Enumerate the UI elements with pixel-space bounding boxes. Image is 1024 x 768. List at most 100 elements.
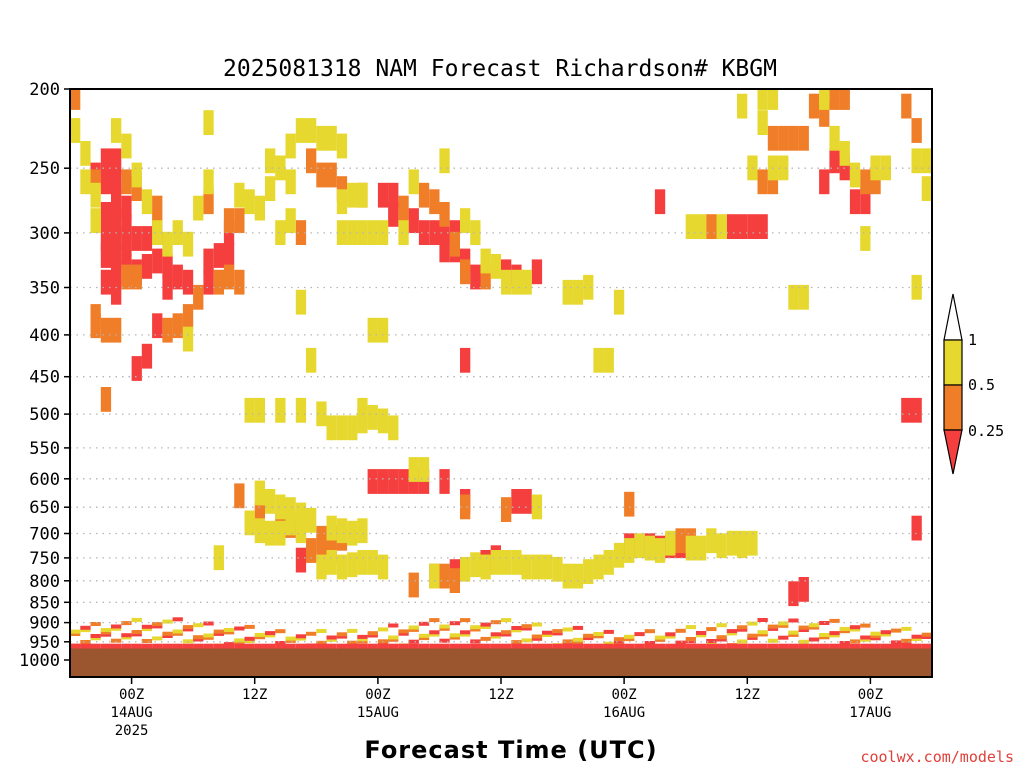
heatmap-cell: [306, 507, 317, 533]
heatmap-cell: [357, 182, 368, 208]
heatmap-cell: [654, 189, 666, 215]
heatmap-cell: [254, 518, 265, 544]
heatmap-cell: [408, 208, 419, 233]
heatmap-cell: [501, 643, 512, 652]
heatmap-cell: [644, 535, 655, 561]
heatmap-cell: [839, 629, 850, 634]
x-axis: 00Z 14AUG 2025 12Z 00Z 15AUG 12Z 00Z 16AUG 12Z 00Z…: [111, 677, 891, 739]
heatmap-cell: [583, 633, 594, 638]
heatmap-cell: [542, 643, 553, 652]
heatmap-cell: [634, 533, 645, 559]
y-tick-label: 600: [29, 470, 60, 490]
heatmap-cell: [70, 118, 81, 143]
heatmap-cell: [377, 469, 389, 494]
legend-swatch: [943, 384, 963, 431]
heatmap-cell: [757, 632, 768, 637]
heatmap-cell: [624, 538, 635, 563]
heatmap-cell: [162, 643, 173, 652]
heatmap-cell: [870, 631, 881, 636]
heatmap-cell: [408, 627, 419, 632]
y-tick-label: 400: [29, 326, 60, 346]
legend-arrow-top: [943, 293, 963, 341]
heatmap-cell: [182, 627, 194, 632]
heatmap-cell: [726, 643, 738, 652]
heatmap-cell: [891, 628, 902, 633]
heatmap-cell: [572, 625, 584, 630]
y-tick-label: 450: [29, 368, 60, 388]
heatmap-cell: [265, 520, 276, 546]
heatmap-cell: [675, 643, 686, 652]
heatmap-cell: [336, 643, 348, 652]
heatmap-cell: [121, 214, 132, 239]
heatmap-cell: [511, 489, 522, 514]
heatmap-cell: [213, 545, 224, 571]
heatmap-cell: [501, 550, 512, 575]
heatmap-cell: [111, 638, 122, 643]
heatmap-cell: [162, 631, 173, 636]
heatmap-cell: [418, 182, 430, 208]
heatmap-cell: [172, 264, 183, 290]
heatmap-cell: [80, 141, 91, 166]
heatmap-cell: [490, 643, 501, 652]
heatmap-cell: [336, 220, 348, 245]
heatmap-cell: [439, 638, 450, 643]
heatmap-cell: [757, 618, 768, 622]
heatmap-cell: [767, 125, 779, 151]
heatmap-cell: [439, 469, 450, 494]
heatmap-cell: [737, 93, 748, 119]
heatmap-cell: [408, 625, 419, 630]
heatmap-cell: [357, 637, 368, 642]
heatmap-cell: [788, 632, 799, 637]
heatmap-cell: [778, 621, 789, 626]
heatmap-cell: [398, 220, 409, 245]
heatmap-cell: [100, 632, 112, 637]
y-tick-label: 250: [29, 159, 60, 179]
heatmap-cell: [849, 625, 861, 630]
heatmap-cell: [357, 634, 368, 639]
heatmap-cell: [911, 397, 922, 423]
heatmap-cell: [172, 617, 183, 622]
heatmap-cell: [603, 629, 614, 634]
heatmap-cell: [849, 189, 861, 215]
heatmap-cell: [490, 550, 501, 575]
heatmap-cell: [849, 643, 861, 652]
heatmap-cell: [911, 274, 922, 300]
heatmap-cell: [244, 639, 255, 644]
heatmap-cell: [644, 641, 655, 645]
heatmap-cell: [921, 148, 932, 174]
heatmap-cell: [480, 248, 491, 274]
heatmap-cell: [757, 169, 768, 195]
heatmap-cell: [100, 269, 112, 295]
heatmap-cell: [798, 284, 809, 310]
heatmap-cell: [593, 643, 604, 652]
heatmap-cell: [778, 623, 789, 628]
y-tick-label: 800: [29, 572, 60, 592]
heatmap-cell: [490, 634, 501, 639]
heatmap-cell: [90, 182, 101, 208]
heatmap-cell: [90, 169, 101, 195]
heatmap-cell: [295, 502, 307, 528]
heatmap-cell: [90, 313, 101, 339]
heatmap-cell: [788, 581, 799, 607]
heatmap-cell: [685, 639, 696, 644]
heatmap-cell: [223, 643, 235, 652]
heatmap-cell: [665, 643, 676, 652]
heatmap-cell: [778, 125, 789, 151]
heatmap-cell: [726, 530, 738, 556]
heatmap-cell: [111, 189, 122, 215]
x-tick-label: 16AUG: [603, 705, 645, 721]
heatmap-cell: [285, 643, 296, 652]
heatmap-cell: [388, 635, 399, 640]
heatmap-cell: [418, 643, 430, 652]
heatmap-cell: [511, 640, 522, 645]
heatmap-cell: [316, 554, 327, 580]
credit-link[interactable]: coolwx.com/models: [860, 748, 1014, 766]
heatmap-cell: [501, 618, 512, 623]
heatmap-cell: [460, 494, 471, 520]
heatmap-cell: [747, 635, 758, 640]
heatmap-cell: [141, 627, 153, 632]
heatmap-cell: [613, 639, 625, 644]
heatmap-cell: [706, 528, 717, 554]
heatmap-cell: [152, 624, 163, 629]
heatmap-cell: [121, 264, 132, 290]
